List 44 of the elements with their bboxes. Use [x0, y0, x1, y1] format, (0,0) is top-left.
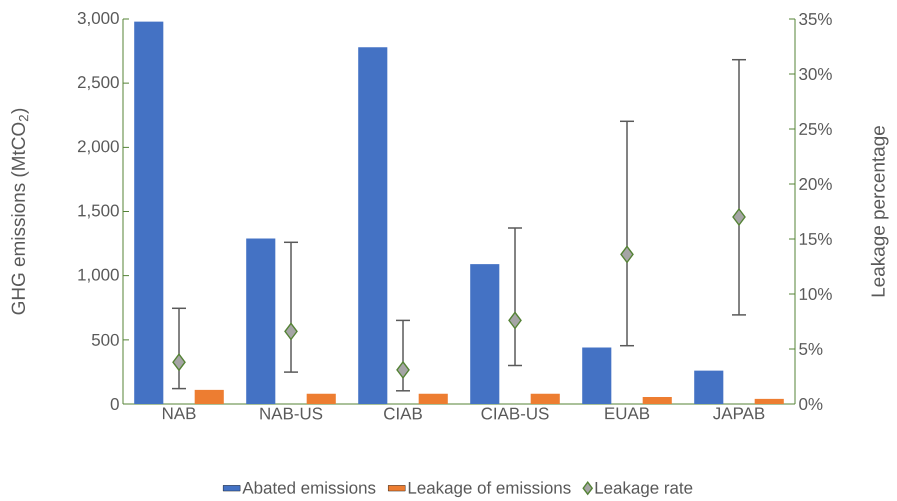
y-tick-label: 2,500 [78, 76, 119, 90]
bar [582, 348, 612, 404]
y-tick-label: 0 [110, 398, 119, 410]
x-tick-label: NAB [162, 408, 196, 420]
legend-label: Abated emissions [242, 481, 376, 494]
y2-tick-label: 25% [799, 123, 832, 135]
bar [194, 390, 224, 404]
y2-tick-label: 10% [800, 288, 832, 300]
y2-axis-title: Leakage percentage [870, 126, 888, 296]
bar [418, 394, 448, 404]
bar [358, 47, 388, 404]
y2-tick-label: 20% [799, 178, 832, 190]
point [508, 312, 522, 330]
x-tick-label: JAPAB [713, 408, 764, 420]
x-tick-label: CIAB-US [482, 408, 549, 420]
point [620, 246, 634, 264]
bar [134, 22, 164, 404]
y2-tick-label: 0% [799, 398, 822, 410]
point [284, 322, 298, 340]
bar [306, 394, 336, 404]
y2-tick-label: 35% [799, 13, 832, 25]
x-tick-label: NAB-US [260, 408, 322, 420]
point [732, 208, 746, 226]
bar [470, 264, 500, 404]
y-tick-label: 1,000 [78, 268, 119, 283]
point [172, 354, 186, 371]
y-tick-label: 500 [92, 334, 119, 346]
bar [530, 394, 560, 404]
legend-label: Leakage of emissions [408, 481, 571, 498]
legend-label: Leakage rate [596, 481, 692, 498]
bar [642, 396, 672, 404]
point [396, 361, 410, 379]
y-tick-label: 1,500 [78, 204, 119, 218]
bar [246, 238, 276, 404]
y2-tick-label: 30% [799, 68, 832, 80]
x-tick-label: EUAB [605, 408, 650, 420]
y-tick-label: 3,000 [78, 12, 119, 26]
x-tick-label: CIAB [384, 408, 422, 420]
bar [754, 398, 784, 404]
y-tick-label: 2,000 [78, 140, 119, 154]
bar [694, 370, 724, 404]
y2-tick-label: 5% [799, 343, 822, 355]
y2-tick-label: 15% [800, 233, 832, 245]
y-axis-title: GHG emissions (MtCO$_{2}$) [11, 108, 29, 314]
